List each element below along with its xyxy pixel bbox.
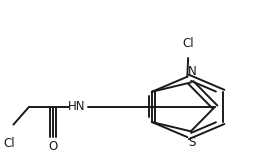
Text: S: S: [188, 136, 196, 149]
Text: O: O: [48, 140, 58, 153]
Text: Cl: Cl: [3, 137, 15, 150]
Text: Cl: Cl: [182, 37, 194, 50]
Text: HN: HN: [68, 100, 86, 113]
Text: N: N: [188, 65, 197, 78]
